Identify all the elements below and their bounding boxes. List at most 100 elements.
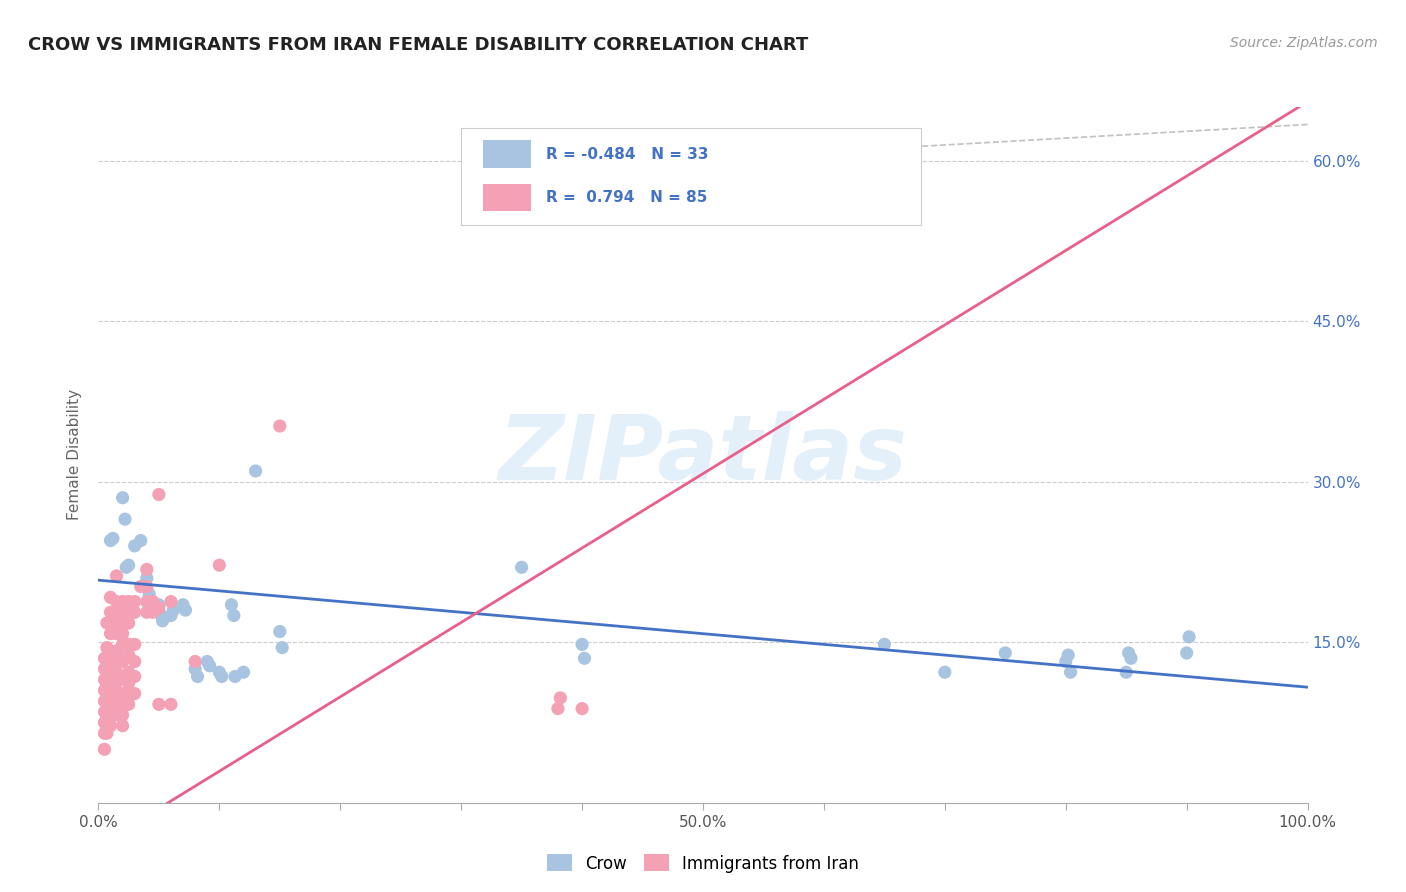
Point — [111, 687, 134, 701]
Point — [222, 608, 245, 623]
Point — [124, 539, 146, 553]
Point — [96, 683, 118, 698]
Point — [1119, 651, 1142, 665]
Point — [105, 594, 128, 608]
Point — [221, 598, 243, 612]
Point — [162, 603, 184, 617]
Point — [271, 640, 294, 655]
Point — [510, 560, 533, 574]
Point — [135, 571, 157, 585]
Point — [118, 665, 141, 680]
Text: Source: ZipAtlas.com: Source: ZipAtlas.com — [1230, 36, 1378, 50]
Point — [111, 655, 134, 669]
Point — [93, 662, 115, 676]
Point — [93, 705, 115, 719]
Point — [100, 605, 122, 619]
Point — [105, 676, 128, 690]
Point — [150, 608, 173, 623]
Point — [111, 615, 134, 630]
Point — [96, 694, 118, 708]
Point — [96, 726, 118, 740]
Point — [224, 669, 246, 683]
Point — [100, 665, 122, 680]
Point — [160, 594, 183, 608]
Point — [111, 637, 134, 651]
Y-axis label: Female Disability: Female Disability — [67, 389, 83, 521]
Point — [93, 683, 115, 698]
Point — [148, 698, 170, 712]
Text: R = -0.484   N = 33: R = -0.484 N = 33 — [546, 147, 709, 161]
Point — [550, 690, 572, 705]
Point — [211, 669, 233, 683]
Point — [111, 605, 134, 619]
Point — [269, 624, 291, 639]
Point — [100, 615, 122, 630]
Point — [124, 669, 146, 683]
Point — [934, 665, 956, 680]
Point — [105, 687, 128, 701]
Point — [118, 615, 141, 630]
Point — [138, 587, 160, 601]
Point — [111, 708, 134, 723]
Point — [1115, 665, 1137, 680]
Point — [118, 558, 141, 573]
Point — [96, 673, 118, 687]
Point — [208, 558, 231, 573]
Point — [96, 705, 118, 719]
Point — [198, 658, 221, 673]
Point — [100, 687, 122, 701]
Point — [93, 715, 115, 730]
Point — [174, 603, 197, 617]
Text: R =  0.794   N = 85: R = 0.794 N = 85 — [546, 190, 707, 205]
Point — [873, 637, 896, 651]
Point — [111, 669, 134, 683]
Point — [160, 608, 183, 623]
Point — [105, 655, 128, 669]
Point — [93, 651, 115, 665]
Point — [184, 655, 207, 669]
Point — [124, 605, 146, 619]
Point — [245, 464, 267, 478]
Point — [111, 719, 134, 733]
FancyBboxPatch shape — [461, 128, 921, 226]
Point — [118, 687, 141, 701]
Point — [100, 719, 122, 733]
Point — [1059, 665, 1081, 680]
Point — [172, 598, 194, 612]
Point — [135, 605, 157, 619]
Point — [111, 698, 134, 712]
Text: CROW VS IMMIGRANTS FROM IRAN FEMALE DISABILITY CORRELATION CHART: CROW VS IMMIGRANTS FROM IRAN FEMALE DISA… — [28, 36, 808, 54]
Point — [93, 673, 115, 687]
Point — [96, 615, 118, 630]
Legend: Crow, Immigrants from Iran: Crow, Immigrants from Iran — [540, 847, 866, 880]
Point — [118, 648, 141, 662]
Point — [124, 594, 146, 608]
Point — [135, 594, 157, 608]
Point — [118, 605, 141, 619]
Point — [96, 640, 118, 655]
Point — [93, 726, 115, 740]
Point — [574, 651, 596, 665]
Point — [129, 580, 152, 594]
Point — [105, 708, 128, 723]
Point — [100, 644, 122, 658]
Point — [100, 655, 122, 669]
Point — [115, 560, 138, 574]
Point — [105, 569, 128, 583]
Point — [101, 532, 124, 546]
Point — [93, 694, 115, 708]
Point — [571, 701, 593, 715]
Point — [124, 637, 146, 651]
Point — [100, 626, 122, 640]
Point — [152, 614, 174, 628]
Point — [148, 601, 170, 615]
Point — [142, 594, 165, 608]
Point — [1057, 648, 1080, 662]
Point — [208, 665, 231, 680]
Point — [105, 698, 128, 712]
FancyBboxPatch shape — [482, 140, 531, 169]
Point — [1118, 646, 1140, 660]
Point — [105, 626, 128, 640]
Point — [118, 637, 141, 651]
Point — [114, 512, 136, 526]
